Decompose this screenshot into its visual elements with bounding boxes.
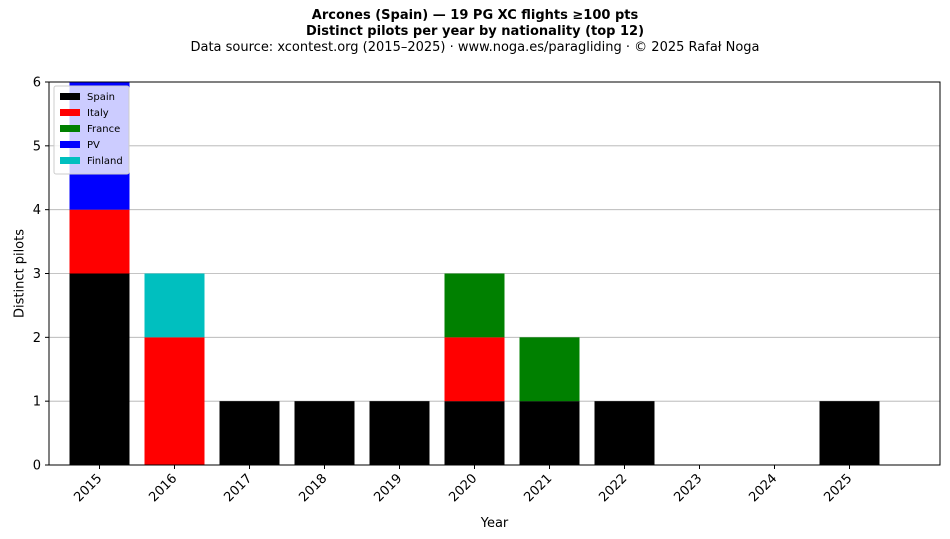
x-tick-label: 2019 (371, 471, 405, 505)
y-tick-label: 0 (33, 459, 41, 474)
x-axis-label: Year (480, 516, 509, 531)
x-tick-label: 2017 (221, 471, 255, 505)
y-tick-label: 1 (33, 395, 41, 410)
bar-segment-spain-2015 (69, 273, 130, 465)
bar-segment-france-2021 (519, 337, 580, 402)
legend-label-pv: PV (87, 140, 100, 151)
x-tick-label: 2024 (746, 471, 780, 505)
legend-box (53, 85, 130, 175)
bar-segment-spain-2017 (219, 401, 280, 465)
bar-segment-spain-2019 (369, 401, 430, 465)
bar-segment-spain-2021 (519, 401, 580, 465)
legend-swatch-pv (60, 141, 80, 148)
chart-subtitle: Distinct pilots per year by nationality … (305, 24, 645, 39)
chart-source: Data source: xcontest.org (2015–2025) · … (190, 40, 760, 55)
y-tick-label: 5 (33, 139, 41, 154)
x-tick-label: 2020 (446, 471, 480, 505)
bar-segment-spain-2018 (294, 401, 355, 465)
y-tick-label: 3 (33, 267, 41, 282)
y-tick-label: 6 (33, 76, 41, 91)
bar-segment-italy-2016 (144, 337, 205, 465)
y-tick-label: 4 (33, 203, 41, 218)
chart-title: Arcones (Spain) — 19 PG XC flights ≥100 … (311, 8, 639, 23)
legend-label-italy: Italy (87, 108, 109, 119)
x-tick-label: 2016 (146, 471, 180, 505)
legend-swatch-france (60, 125, 80, 132)
x-tick-label: 2015 (71, 471, 105, 505)
title-block: Arcones (Spain) — 19 PG XC flights ≥100 … (0, 8, 950, 56)
bar-segment-spain-2025 (819, 401, 880, 465)
bar-segment-italy-2020 (444, 337, 505, 402)
legend-swatch-finland (60, 157, 80, 164)
x-tick-label: 2022 (596, 471, 630, 505)
legend-swatch-italy (60, 109, 80, 116)
x-tick-label: 2023 (671, 471, 705, 505)
bar-segment-finland-2016 (144, 273, 205, 338)
bar-segment-spain-2022 (594, 401, 655, 465)
legend-label-finland: Finland (87, 156, 123, 167)
x-tick-label: 2025 (821, 471, 855, 505)
x-tick-label: 2021 (521, 471, 555, 505)
bar-segment-italy-2015 (69, 209, 130, 274)
legend: Spain Italy France PV Finland (53, 85, 130, 175)
y-axis-label: Distinct pilots (13, 229, 28, 318)
bar-segment-spain-2020 (444, 401, 505, 465)
x-tick-label: 2018 (296, 471, 330, 505)
legend-swatch-spain (60, 93, 80, 100)
bar-segment-france-2020 (444, 273, 505, 338)
legend-label-spain: Spain (87, 92, 115, 103)
legend-label-france: France (87, 124, 120, 135)
y-tick-label: 2 (33, 331, 41, 346)
